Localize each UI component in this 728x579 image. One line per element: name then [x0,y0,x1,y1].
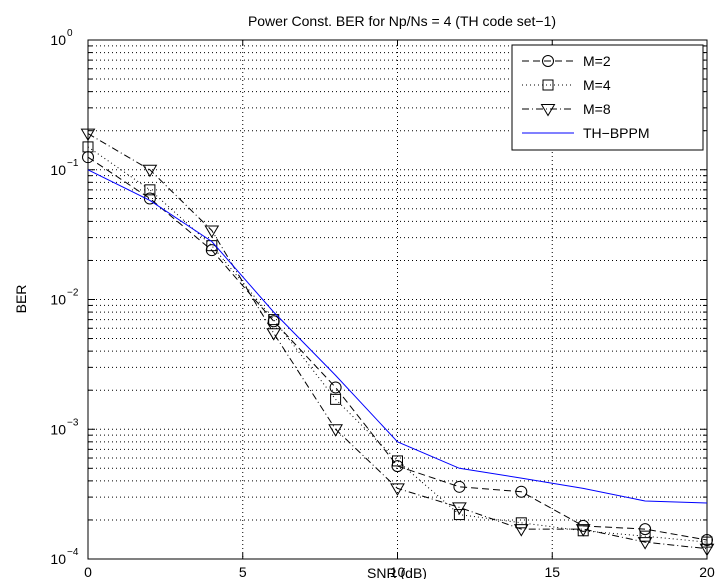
legend-entry: M=4 [522,77,611,93]
data-point [82,141,94,153]
legend-entry: M=2 [522,53,611,69]
data-point [453,509,465,521]
y-tick-exponent: −1 [67,158,79,169]
legend-label: TH−BPPM [583,125,650,141]
data-point [142,164,158,178]
data-point [329,381,342,394]
x-tick-label: 10 [390,564,406,579]
series-4 [87,169,708,504]
y-tick-exponent: −3 [67,417,79,428]
legend-marker [542,79,554,91]
chart-title: Power Const. BER for Np/Ns = 4 (TH code … [248,13,556,29]
data-point [639,530,651,542]
legend-label: M=4 [583,77,611,93]
data-point [143,192,156,205]
data-point [453,480,466,493]
data-point [206,240,218,252]
series-line [87,133,708,550]
data-point [328,424,343,437]
y-tick-label: 10 [50,551,66,567]
data-point [515,517,527,529]
data-point [575,524,591,537]
data-point [204,225,220,239]
data-point [390,483,405,496]
grid [88,40,707,559]
data-point [701,536,713,548]
legend-entry: M=8 [522,101,611,117]
data-point [637,537,653,550]
data-point [80,128,96,142]
data-point [392,455,403,467]
data-point [144,184,156,196]
data-point [639,523,652,536]
y-tick-exponent: 0 [67,28,73,39]
y-tick-label: 10 [50,292,66,308]
x-tick-label: 20 [699,564,715,579]
data-point [515,485,528,498]
x-tick-label: 15 [544,564,560,579]
data-point [513,524,529,537]
legend-label: M=8 [583,101,611,117]
data-point [699,543,715,557]
series-line [87,169,708,504]
data-point [266,328,282,341]
x-tick-label: 5 [239,564,247,579]
series-2 [82,141,713,548]
y-tick-exponent: −2 [67,288,79,299]
y-tick-label: 10 [50,32,66,48]
x-axis-label: SNR (dB) [367,565,427,579]
data-point [577,525,589,537]
y-tick-label: 10 [50,162,66,178]
legend-marker [540,104,556,117]
legend-marker [542,55,554,67]
y-tick-label: 10 [50,421,66,437]
legend: M=2 M=4 M=8 TH−BPPM [511,44,704,151]
y-axis-label: BER [13,285,29,314]
series-3 [80,128,715,557]
series-group [80,128,715,557]
data-point [452,502,467,515]
data-point [330,393,342,405]
x-tick-label: 0 [84,564,92,579]
y-tick-exponent: −4 [67,547,79,558]
legend-entry: TH−BPPM [522,125,650,141]
legend-label: M=2 [583,53,611,69]
data-point [268,314,280,326]
